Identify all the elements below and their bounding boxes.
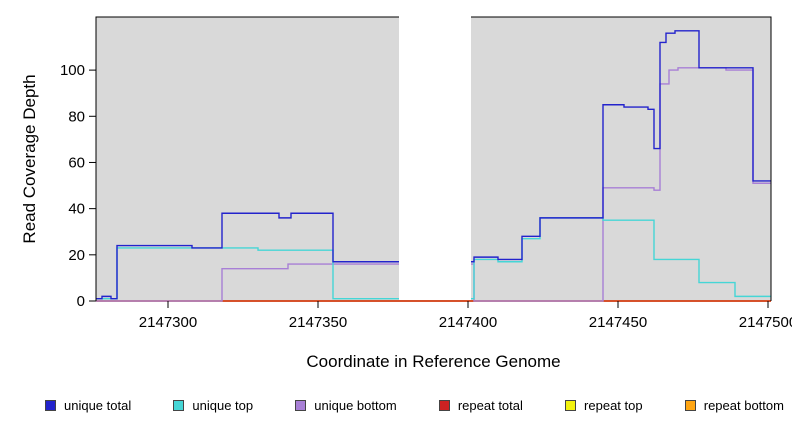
- plot-canvas: 2147300 2147350 2147400 2147450 2147500 0 20 40…: [59, 12, 792, 331]
- legend-label-unique-bottom: unique bottom: [314, 398, 397, 413]
- x-tick-label: 2147500: [739, 314, 792, 331]
- y-tick-label: 100: [60, 62, 85, 79]
- legend-swatch-repeat-bottom: [684, 400, 696, 411]
- legend-label-repeat-bottom: repeat bottom: [703, 398, 784, 413]
- legend-item-unique-top: unique top: [173, 398, 253, 413]
- y-tick-label: 20: [68, 247, 85, 264]
- y-axis-title: Read Coverage Depth: [20, 74, 39, 244]
- legend-label-repeat-total: repeat total: [457, 398, 523, 413]
- legend-swatch-unique-bottom: [295, 400, 307, 411]
- no-data-gap-band: [399, 12, 471, 300]
- legend-label-unique-total: unique total: [64, 398, 132, 413]
- legend-item-unique-bottom: unique bottom: [295, 398, 397, 413]
- x-tick-label: 2147350: [289, 314, 347, 331]
- series-line-unique-total: [96, 30, 771, 300]
- legend-swatch-unique-top: [173, 400, 185, 411]
- y-tick-label: 0: [77, 293, 85, 310]
- legend: unique total unique top unique bottom repea…: [45, 398, 784, 413]
- y-tick-label: 80: [68, 108, 85, 125]
- y-tick-label: 40: [68, 201, 85, 218]
- legend-item-repeat-top: repeat top: [565, 398, 643, 413]
- legend-item-unique-total: unique total: [45, 398, 131, 413]
- x-tick-label: 2147450: [589, 314, 647, 331]
- series-line-unique-bottom: [96, 67, 771, 302]
- legend-label-unique-top: unique top: [192, 398, 254, 413]
- x-tick-label: 2147300: [139, 314, 197, 331]
- legend-swatch-unique-total: [45, 400, 56, 411]
- legend-swatch-repeat-top: [565, 400, 577, 411]
- legend-label-repeat-top: repeat top: [584, 398, 643, 413]
- x-tick-label: 2147400: [439, 314, 497, 331]
- legend-item-repeat-bottom: repeat bottom: [684, 398, 784, 413]
- x-axis-title: Coordinate in Reference Genome: [306, 352, 561, 371]
- y-tick-label: 60: [68, 154, 85, 171]
- legend-swatch-repeat-total: [438, 400, 450, 411]
- legend-item-repeat-total: repeat total: [438, 398, 523, 413]
